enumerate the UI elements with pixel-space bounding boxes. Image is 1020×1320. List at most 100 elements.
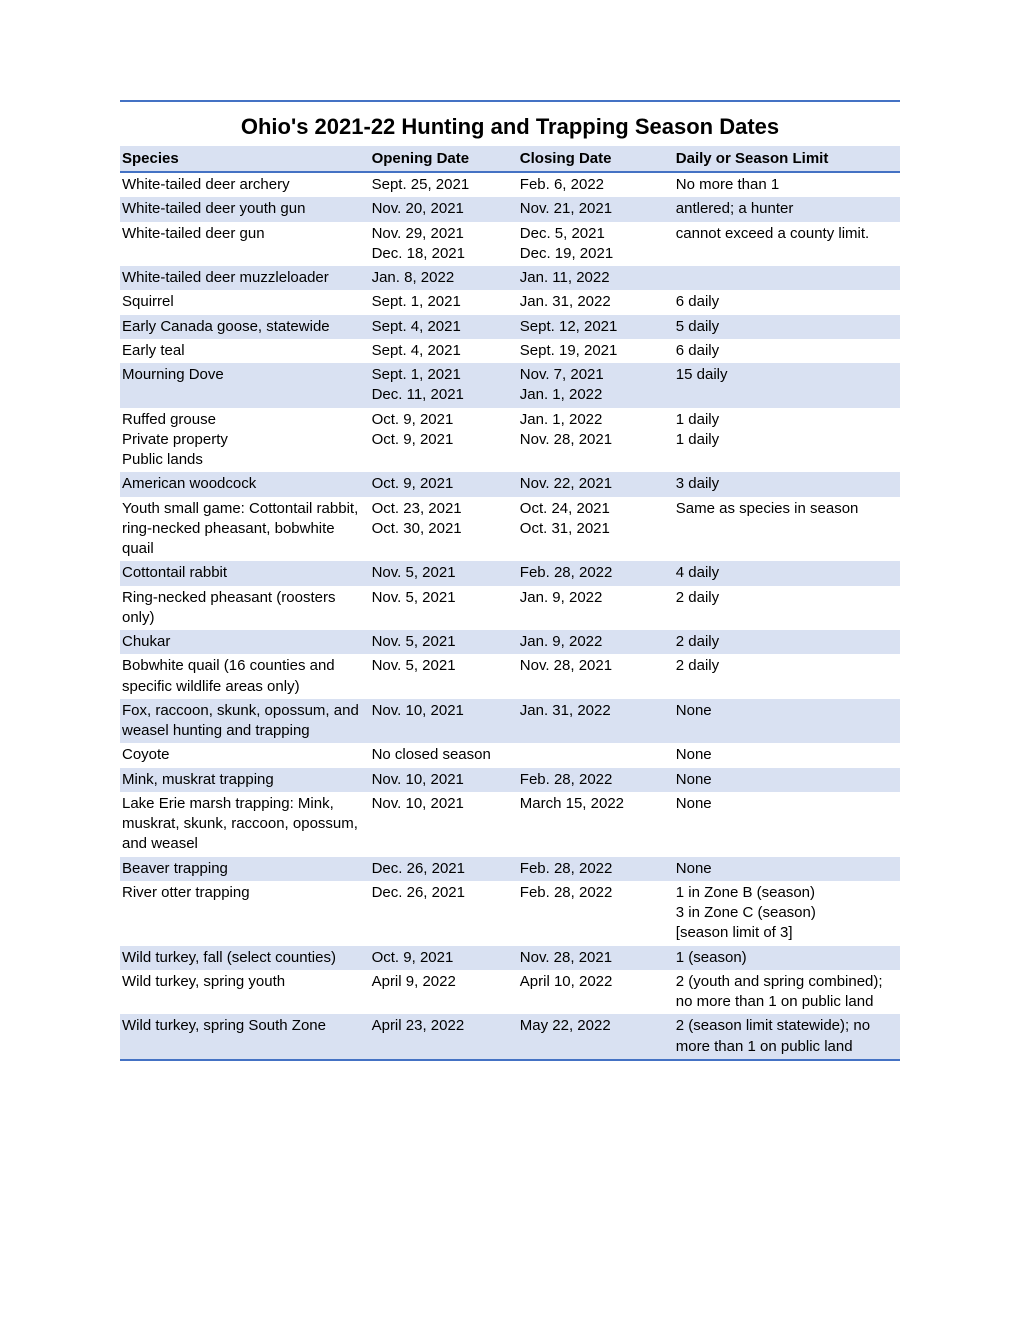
cell-species: Fox, raccoon, skunk, opossum, and weasel… <box>120 699 370 744</box>
cell-limit: None <box>674 699 900 744</box>
table-row: Fox, raccoon, skunk, opossum, and weasel… <box>120 699 900 744</box>
table-row: White-tailed deer muzzleloaderJan. 8, 20… <box>120 266 900 290</box>
cell-closing <box>518 743 674 767</box>
table-row: Ring-necked pheasant (roosters only)Nov.… <box>120 586 900 631</box>
cell-limit: Same as species in season <box>674 497 900 562</box>
header-opening: Opening Date <box>370 146 518 172</box>
table-row: Early tealSept. 4, 2021Sept. 19, 20216 d… <box>120 339 900 363</box>
table-row: SquirrelSept. 1, 2021Jan. 31, 20226 dail… <box>120 290 900 314</box>
cell-species: White-tailed deer youth gun <box>120 197 370 221</box>
cell-opening: Oct. 23, 2021Oct. 30, 2021 <box>370 497 518 562</box>
table-row: White-tailed deer youth gunNov. 20, 2021… <box>120 197 900 221</box>
table-row: Cottontail rabbitNov. 5, 2021Feb. 28, 20… <box>120 561 900 585</box>
cell-limit: 15 daily <box>674 363 900 408</box>
cell-species: Mink, muskrat trapping <box>120 768 370 792</box>
cell-limit: 5 daily <box>674 315 900 339</box>
table-row: Youth small game: Cottontail rabbit, rin… <box>120 497 900 562</box>
cell-opening: No closed season <box>370 743 518 767</box>
cell-limit: 1 (season) <box>674 946 900 970</box>
cell-opening: Nov. 5, 2021 <box>370 630 518 654</box>
cell-limit: 2 (season limit statewide); no more than… <box>674 1014 900 1059</box>
cell-opening: Nov. 10, 2021 <box>370 699 518 744</box>
cell-species: Early Canada goose, statewide <box>120 315 370 339</box>
cell-limit: 1 daily1 daily <box>674 408 900 473</box>
cell-species: Beaver trapping <box>120 857 370 881</box>
header-species: Species <box>120 146 370 172</box>
cell-limit: 2 daily <box>674 630 900 654</box>
cell-opening: Nov. 10, 2021 <box>370 768 518 792</box>
cell-opening: Oct. 9, 2021 <box>370 946 518 970</box>
cell-opening: Jan. 8, 2022 <box>370 266 518 290</box>
table-row: Beaver trappingDec. 26, 2021Feb. 28, 202… <box>120 857 900 881</box>
cell-opening: Sept. 25, 2021 <box>370 172 518 197</box>
cell-opening: Nov. 29, 2021Dec. 18, 2021 <box>370 222 518 267</box>
page-title: Ohio's 2021-22 Hunting and Trapping Seas… <box>120 102 900 146</box>
cell-species: Lake Erie marsh trapping: Mink, muskrat,… <box>120 792 370 857</box>
table-row: Wild turkey, fall (select counties)Oct. … <box>120 946 900 970</box>
table-row: Mink, muskrat trappingNov. 10, 2021Feb. … <box>120 768 900 792</box>
header-closing: Closing Date <box>518 146 674 172</box>
cell-closing: Feb. 28, 2022 <box>518 768 674 792</box>
cell-species: Wild turkey, spring South Zone <box>120 1014 370 1059</box>
cell-closing: March 15, 2022 <box>518 792 674 857</box>
cell-opening: Nov. 20, 2021 <box>370 197 518 221</box>
cell-limit: 6 daily <box>674 290 900 314</box>
cell-opening: Oct. 9, 2021Oct. 9, 2021 <box>370 408 518 473</box>
cell-species: Cottontail rabbit <box>120 561 370 585</box>
cell-closing: April 10, 2022 <box>518 970 674 1015</box>
table-row: Wild turkey, spring South ZoneApril 23, … <box>120 1014 900 1059</box>
cell-limit: 6 daily <box>674 339 900 363</box>
cell-limit: 2 daily <box>674 654 900 699</box>
cell-species: Wild turkey, spring youth <box>120 970 370 1015</box>
cell-species: White-tailed deer gun <box>120 222 370 267</box>
cell-limit: antlered; a hunter <box>674 197 900 221</box>
cell-limit: None <box>674 792 900 857</box>
cell-limit <box>674 266 900 290</box>
cell-species: White-tailed deer archery <box>120 172 370 197</box>
cell-closing: Nov. 22, 2021 <box>518 472 674 496</box>
cell-opening: Dec. 26, 2021 <box>370 857 518 881</box>
cell-limit: No more than 1 <box>674 172 900 197</box>
cell-species: Ring-necked pheasant (roosters only) <box>120 586 370 631</box>
cell-species: River otter trapping <box>120 881 370 946</box>
cell-limit: 2 daily <box>674 586 900 631</box>
cell-species: Early teal <box>120 339 370 363</box>
cell-closing: Oct. 24, 2021Oct. 31, 2021 <box>518 497 674 562</box>
cell-species: Ruffed grousePrivate propertyPublic land… <box>120 408 370 473</box>
cell-closing: Feb. 28, 2022 <box>518 881 674 946</box>
cell-opening: April 23, 2022 <box>370 1014 518 1059</box>
cell-opening: Sept. 4, 2021 <box>370 339 518 363</box>
cell-species: Squirrel <box>120 290 370 314</box>
cell-closing: Feb. 6, 2022 <box>518 172 674 197</box>
cell-species: Mourning Dove <box>120 363 370 408</box>
header-limit: Daily or Season Limit <box>674 146 900 172</box>
table-row: Early Canada goose, statewideSept. 4, 20… <box>120 315 900 339</box>
cell-closing: May 22, 2022 <box>518 1014 674 1059</box>
cell-limit: None <box>674 743 900 767</box>
cell-limit: 1 in Zone B (season)3 in Zone C (season)… <box>674 881 900 946</box>
cell-species: Youth small game: Cottontail rabbit, rin… <box>120 497 370 562</box>
page-container: Ohio's 2021-22 Hunting and Trapping Seas… <box>120 100 900 1061</box>
table-row: Mourning DoveSept. 1, 2021Dec. 11, 2021N… <box>120 363 900 408</box>
cell-opening: Nov. 5, 2021 <box>370 561 518 585</box>
cell-closing: Sept. 19, 2021 <box>518 339 674 363</box>
table-row: Lake Erie marsh trapping: Mink, muskrat,… <box>120 792 900 857</box>
cell-closing: Nov. 28, 2021 <box>518 946 674 970</box>
cell-species: Coyote <box>120 743 370 767</box>
cell-opening: Oct. 9, 2021 <box>370 472 518 496</box>
cell-opening: Nov. 10, 2021 <box>370 792 518 857</box>
table-row: Ruffed grousePrivate propertyPublic land… <box>120 408 900 473</box>
cell-limit: None <box>674 857 900 881</box>
cell-closing: Jan. 31, 2022 <box>518 699 674 744</box>
cell-opening: Dec. 26, 2021 <box>370 881 518 946</box>
cell-limit: None <box>674 768 900 792</box>
cell-opening: Sept. 4, 2021 <box>370 315 518 339</box>
cell-closing: Jan. 1, 2022Nov. 28, 2021 <box>518 408 674 473</box>
table-row: CoyoteNo closed season None <box>120 743 900 767</box>
cell-opening: Sept. 1, 2021 <box>370 290 518 314</box>
cell-limit: cannot exceed a county limit. <box>674 222 900 267</box>
table-row: American woodcockOct. 9, 2021Nov. 22, 20… <box>120 472 900 496</box>
cell-closing: Jan. 31, 2022 <box>518 290 674 314</box>
cell-opening: April 9, 2022 <box>370 970 518 1015</box>
table-row: ChukarNov. 5, 2021Jan. 9, 20222 daily <box>120 630 900 654</box>
